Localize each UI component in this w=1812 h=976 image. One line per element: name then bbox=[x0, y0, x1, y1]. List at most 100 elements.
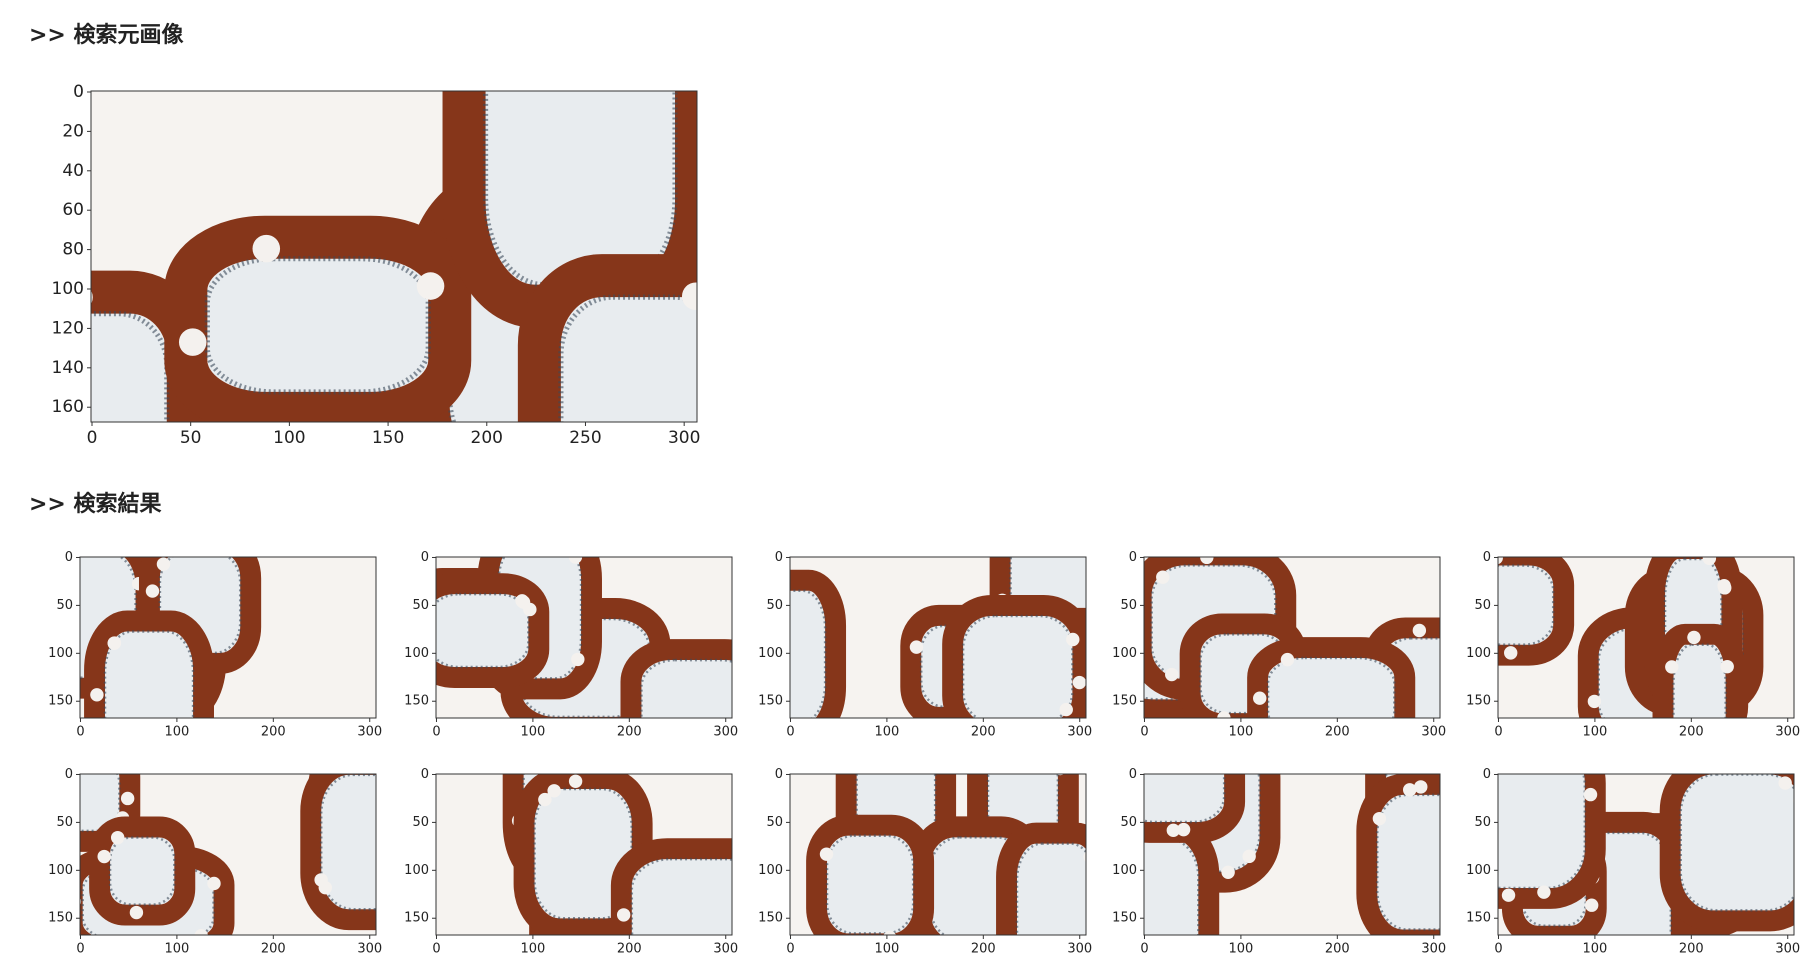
goblet-cell bbox=[1217, 711, 1231, 718]
goblet-cell bbox=[1114, 963, 1127, 972]
axes-frame bbox=[1497, 773, 1795, 936]
goblet-cell bbox=[883, 930, 897, 935]
y-tick-label: 150 bbox=[1466, 911, 1491, 926]
axes-frame bbox=[90, 90, 698, 423]
goblet-cell bbox=[1448, 775, 1461, 788]
goblet-cell bbox=[0, 362, 14, 390]
goblet-cell bbox=[539, 473, 567, 501]
x-tick-label: 300 bbox=[713, 941, 738, 956]
goblet-cell bbox=[1584, 898, 1599, 912]
goblet-cell bbox=[110, 830, 125, 845]
goblet-cell bbox=[42, 603, 55, 616]
axes-frame bbox=[789, 556, 1087, 719]
gland bbox=[1144, 817, 1220, 935]
goblet-cell bbox=[1665, 660, 1679, 674]
goblet-cell bbox=[741, 655, 754, 668]
axes-frame bbox=[1497, 556, 1795, 719]
y-tick-label: 0 bbox=[775, 550, 783, 565]
y-tick-label: 0 bbox=[65, 550, 73, 565]
x-tick-label: 200 bbox=[617, 724, 642, 739]
gland-inner bbox=[1376, 793, 1440, 931]
goblet-cell bbox=[120, 791, 135, 806]
y-tick-label: 80 bbox=[62, 240, 84, 260]
goblet-cell bbox=[767, 581, 780, 594]
x-tick-label: 0 bbox=[76, 724, 84, 739]
goblet-cell bbox=[1156, 570, 1170, 584]
x-tick-label: 250 bbox=[569, 428, 601, 448]
y-tick-label: 100 bbox=[1466, 646, 1491, 661]
goblet-cell bbox=[1066, 632, 1080, 647]
x-tick-label: 0 bbox=[432, 724, 440, 739]
gland-inner bbox=[825, 834, 915, 935]
goblet-cell bbox=[155, 537, 168, 550]
goblet-cell bbox=[627, 961, 640, 972]
x-tick-label: 300 bbox=[1775, 724, 1800, 739]
histology-image bbox=[80, 774, 376, 935]
gland-inner bbox=[1144, 837, 1200, 935]
goblet-cell bbox=[1792, 796, 1794, 805]
goblet-cell bbox=[90, 688, 104, 702]
goblet-cell bbox=[129, 905, 144, 920]
gland-inner bbox=[1266, 656, 1396, 718]
goblet-cell bbox=[1176, 822, 1191, 837]
goblet-cell bbox=[1720, 659, 1734, 674]
goblet-cell bbox=[1280, 652, 1295, 667]
x-tick-label: 100 bbox=[520, 724, 545, 739]
x-tick-label: 0 bbox=[1140, 724, 1148, 739]
gland-inner bbox=[522, 774, 595, 865]
gland-inner bbox=[1150, 564, 1277, 681]
gland bbox=[1498, 557, 1575, 666]
gland bbox=[84, 610, 214, 718]
y-tick-label: 0 bbox=[65, 767, 73, 782]
y-tick-label: 60 bbox=[62, 200, 84, 220]
goblet-cell bbox=[1717, 578, 1731, 593]
axes-frame bbox=[435, 556, 733, 719]
goblet-cell bbox=[1402, 783, 1417, 797]
goblet-cell bbox=[909, 640, 924, 654]
goblet-cell bbox=[1165, 667, 1179, 682]
x-tick-label: 300 bbox=[357, 724, 382, 739]
goblet-cell bbox=[681, 282, 697, 311]
goblet-cell bbox=[765, 894, 778, 907]
y-tick-label: 50 bbox=[56, 815, 73, 830]
goblet-cell bbox=[763, 888, 776, 901]
histology-image bbox=[1144, 557, 1440, 740]
goblet-cell bbox=[1093, 590, 1106, 603]
goblet-cell bbox=[568, 557, 583, 564]
goblet-cell bbox=[1166, 823, 1181, 838]
x-tick-label: 100 bbox=[164, 724, 189, 739]
x-tick-label: 200 bbox=[1325, 724, 1350, 739]
gland-inner bbox=[533, 787, 633, 920]
goblet-cell bbox=[1242, 849, 1256, 864]
gland bbox=[164, 215, 472, 422]
gland-inner bbox=[919, 624, 995, 709]
goblet-cell bbox=[107, 636, 121, 650]
x-tick-label: 100 bbox=[1228, 941, 1253, 956]
gland-inner bbox=[1382, 637, 1440, 718]
x-tick-label: 300 bbox=[357, 941, 382, 956]
histology-image bbox=[436, 557, 732, 732]
x-tick-label: 100 bbox=[164, 941, 189, 956]
goblet-cell bbox=[1056, 774, 1065, 776]
y-tick-label: 50 bbox=[766, 598, 783, 613]
x-tick-label: 200 bbox=[617, 941, 642, 956]
y-tick-label: 120 bbox=[52, 318, 84, 338]
goblet-cell bbox=[1498, 557, 1503, 565]
histology-image bbox=[1114, 774, 1461, 972]
goblet-cell bbox=[578, 719, 591, 732]
axes-frame bbox=[79, 773, 377, 936]
y-tick-label: 150 bbox=[1112, 911, 1137, 926]
x-tick-label: 0 bbox=[1140, 941, 1148, 956]
goblet-cell bbox=[580, 475, 608, 503]
goblet-cell bbox=[1372, 727, 1385, 740]
y-tick-label: 100 bbox=[1112, 646, 1137, 661]
section-header: >> 検索結果 bbox=[29, 491, 162, 517]
goblet-cell bbox=[1112, 630, 1125, 643]
x-tick-label: 100 bbox=[874, 941, 899, 956]
y-tick-label: 50 bbox=[56, 598, 73, 613]
x-tick-label: 0 bbox=[432, 941, 440, 956]
gland-inner bbox=[103, 630, 195, 718]
goblet-cell bbox=[1182, 952, 1195, 965]
goblet-cell bbox=[935, 758, 948, 771]
gland-inner bbox=[961, 614, 1074, 718]
